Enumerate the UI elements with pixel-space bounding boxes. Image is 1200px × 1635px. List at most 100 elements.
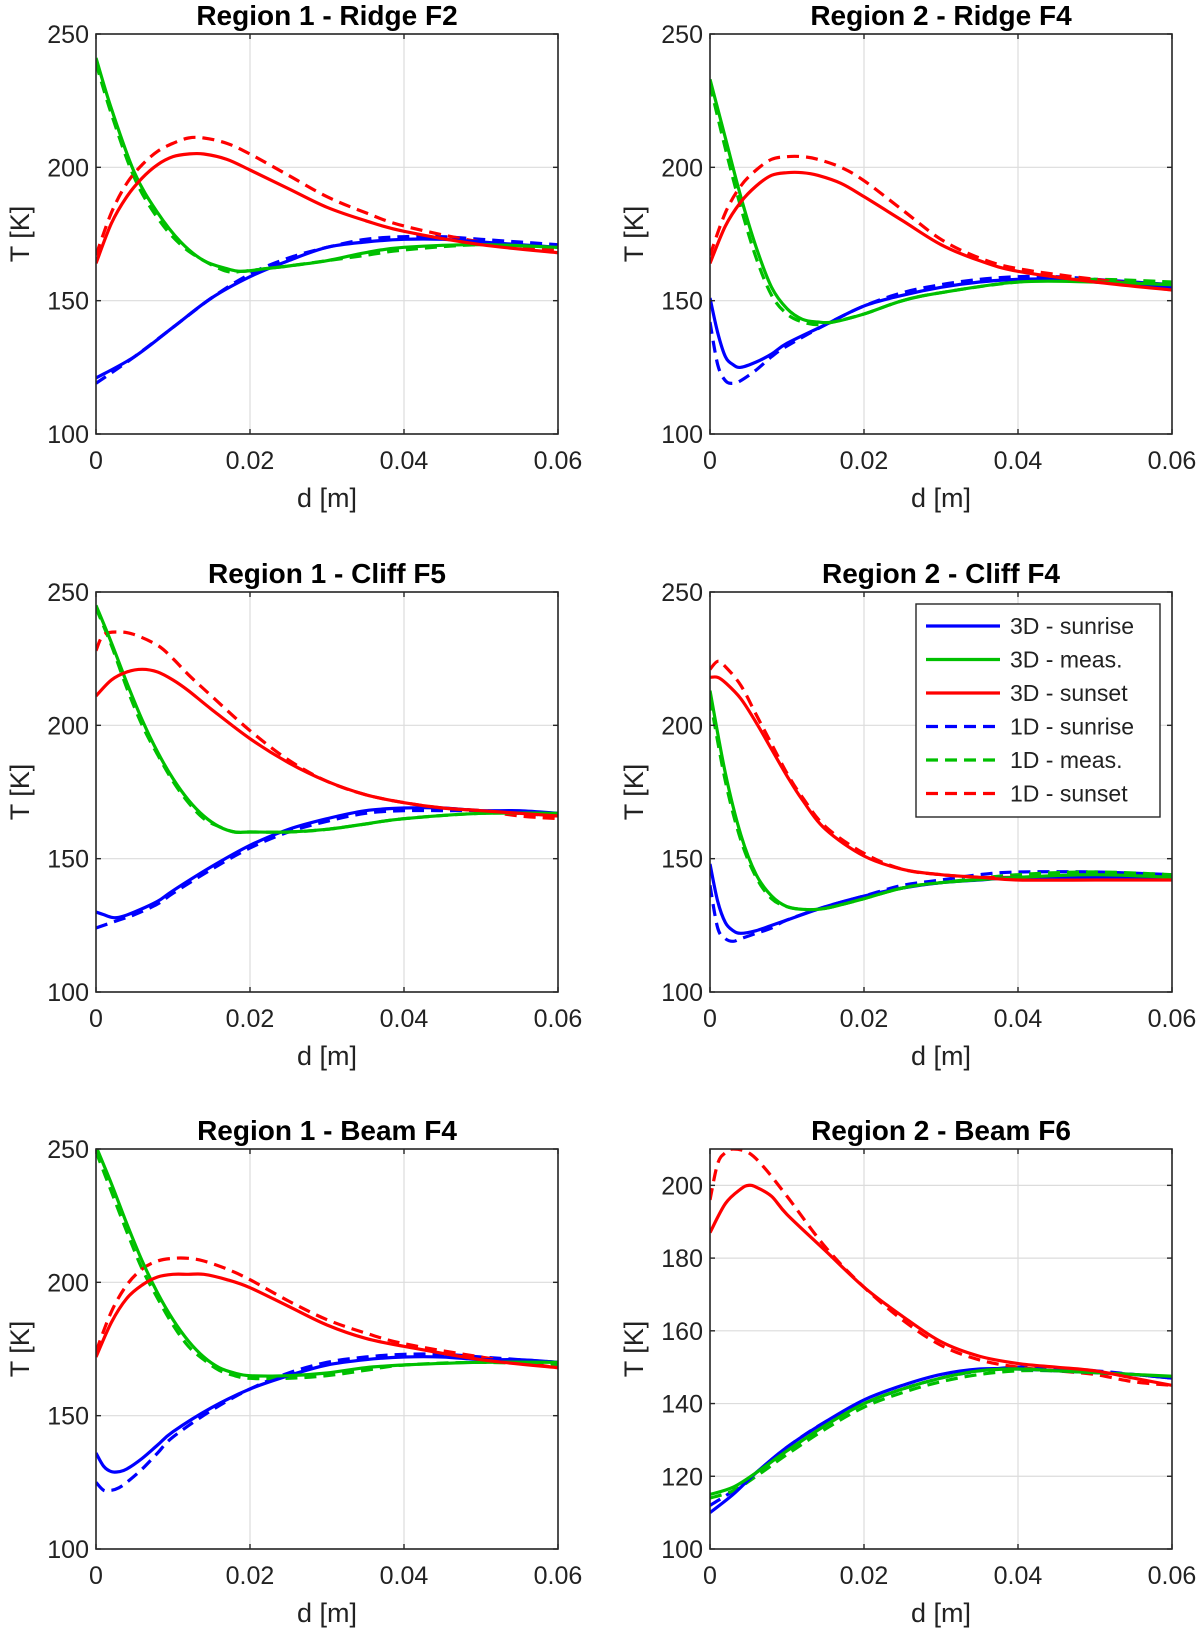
series-line-sunset1d — [710, 154, 1172, 289]
y-tick-label: 200 — [47, 712, 89, 740]
axes-frame — [95, 1148, 559, 1550]
y-tick-label: 250 — [47, 1136, 89, 1164]
y-tick-label: 150 — [47, 1403, 89, 1431]
y-axis-label: T [K] — [619, 206, 649, 263]
chart-panel: 0 0.02 0.04 0.06 100 150 200 250 Region 1 - Clif… — [5, 558, 582, 1071]
chart-title: Region 2 - Ridge F4 — [810, 0, 1072, 31]
x-tick-label: 0.06 — [534, 447, 583, 475]
axes-frame — [95, 591, 559, 993]
chart-title: Region 1 - Beam F4 — [197, 1115, 457, 1146]
x-tick-label: 0.04 — [380, 1562, 429, 1590]
y-tick-label: 250 — [661, 21, 703, 49]
y-tick-label: 200 — [661, 1172, 703, 1200]
chart-title: Region 2 - Cliff F4 — [822, 558, 1060, 589]
y-tick-label: 120 — [661, 1463, 703, 1491]
legend-label: 1D - sunrise — [1010, 714, 1134, 740]
chart-panel: 0 0.02 0.04 0.06 100 150 200 250 Region 1 - Ridg… — [5, 0, 582, 513]
plot-area — [710, 1149, 1172, 1514]
x-tick-label: 0.04 — [380, 447, 429, 475]
y-tick-label: 100 — [47, 421, 89, 449]
y-tick-label: 200 — [661, 154, 703, 182]
series-line-meas1d — [96, 1151, 558, 1381]
chart-title: Region 1 - Ridge F2 — [196, 0, 457, 31]
legend-label: 3D - sunset — [1010, 680, 1128, 706]
series-line-sunset1d — [96, 135, 558, 256]
y-tick-label: 250 — [47, 579, 89, 607]
x-axis-label: d [m] — [911, 1041, 971, 1071]
x-tick-label: 0.04 — [380, 1005, 429, 1033]
x-tick-label: 0.06 — [534, 1005, 583, 1033]
y-axis-label: T [K] — [5, 1321, 35, 1378]
y-axis-label: T [K] — [5, 764, 35, 821]
series-line-sunset3d — [96, 151, 558, 264]
plot-area — [710, 78, 1172, 385]
x-axis-label: d [m] — [297, 1598, 357, 1628]
y-tick-label: 100 — [47, 979, 89, 1007]
x-tick-label: 0.04 — [994, 447, 1043, 475]
series-line-sunrise3d — [96, 237, 558, 380]
y-tick-label: 180 — [661, 1245, 703, 1273]
chart-panel: 0 0.02 0.04 0.06 100 120 140 160 180 200 Region 2 … — [619, 1115, 1196, 1628]
legend-label: 1D - sunset — [1010, 781, 1128, 807]
legend-label: 3D - sunrise — [1010, 613, 1134, 639]
x-axis-label: d [m] — [297, 1041, 357, 1071]
series-line-sunrise1d — [710, 870, 1172, 943]
y-tick-label: 250 — [661, 579, 703, 607]
x-axis-label: d [m] — [911, 1598, 971, 1628]
y-tick-label: 150 — [47, 288, 89, 316]
series-line-meas3d — [96, 57, 558, 273]
series-line-meas3d — [710, 1367, 1172, 1496]
x-tick-label: 0 — [703, 1005, 717, 1033]
series-line-sunrise3d — [710, 1366, 1172, 1514]
y-tick-label: 150 — [661, 288, 703, 316]
axes-frame — [709, 1148, 1173, 1550]
series-line-meas3d — [710, 78, 1172, 325]
y-tick-label: 150 — [661, 846, 703, 874]
series-line-sunrise3d — [96, 1355, 558, 1474]
x-tick-label: 0 — [89, 447, 103, 475]
series-line-sunrise1d — [96, 1352, 558, 1493]
series-line-sunrise1d — [710, 1365, 1172, 1507]
x-tick-label: 0.04 — [994, 1005, 1043, 1033]
series-line-sunrise1d — [96, 234, 558, 385]
y-axis-label: T [K] — [619, 1321, 649, 1378]
y-tick-label: 140 — [661, 1391, 703, 1419]
plot-area — [96, 1149, 558, 1493]
series-line-sunset1d — [96, 1256, 558, 1370]
plot-area — [96, 604, 558, 930]
x-tick-label: 0.02 — [840, 1562, 889, 1590]
chart-title: Region 1 - Cliff F5 — [208, 558, 446, 589]
y-tick-label: 160 — [661, 1318, 703, 1346]
x-tick-label: 0.06 — [1148, 447, 1197, 475]
legend-label: 3D - meas. — [1010, 647, 1122, 673]
axes-frame — [709, 33, 1173, 435]
series-line-meas3d — [96, 1149, 558, 1378]
axes-frame — [709, 591, 1173, 993]
chart-panel: 0 0.02 0.04 0.06 100 150 200 250 Region 2 - Clif… — [619, 558, 1196, 1071]
y-axis-label: T [K] — [619, 764, 649, 821]
y-tick-label: 200 — [47, 1269, 89, 1297]
x-tick-label: 0.02 — [226, 1005, 275, 1033]
series-line-sunset3d — [710, 170, 1172, 292]
y-tick-label: 200 — [661, 712, 703, 740]
x-tick-label: 0.02 — [840, 447, 889, 475]
legend: 3D - sunrise 3D - meas. 3D - sunset 1D - su… — [915, 603, 1161, 818]
x-tick-label: 0.06 — [534, 1562, 583, 1590]
x-tick-label: 0 — [89, 1005, 103, 1033]
y-tick-label: 100 — [661, 421, 703, 449]
y-tick-label: 100 — [661, 979, 703, 1007]
x-tick-label: 0.02 — [226, 447, 275, 475]
y-tick-label: 100 — [661, 1536, 703, 1564]
series-line-sunset3d — [710, 675, 1172, 882]
x-axis-label: d [m] — [911, 483, 971, 513]
plot-area — [96, 57, 558, 385]
series-line-sunset1d — [710, 1149, 1172, 1387]
series-line-sunset3d — [710, 1183, 1172, 1387]
chart-panel: 0 0.02 0.04 0.06 100 150 200 250 Region 1 - Beam… — [5, 1115, 582, 1628]
x-tick-label: 0.06 — [1148, 1005, 1197, 1033]
chart-title: Region 2 - Beam F6 — [811, 1115, 1071, 1146]
series-line-meas1d — [96, 607, 558, 834]
y-tick-label: 250 — [47, 21, 89, 49]
x-tick-label: 0.04 — [994, 1562, 1043, 1590]
